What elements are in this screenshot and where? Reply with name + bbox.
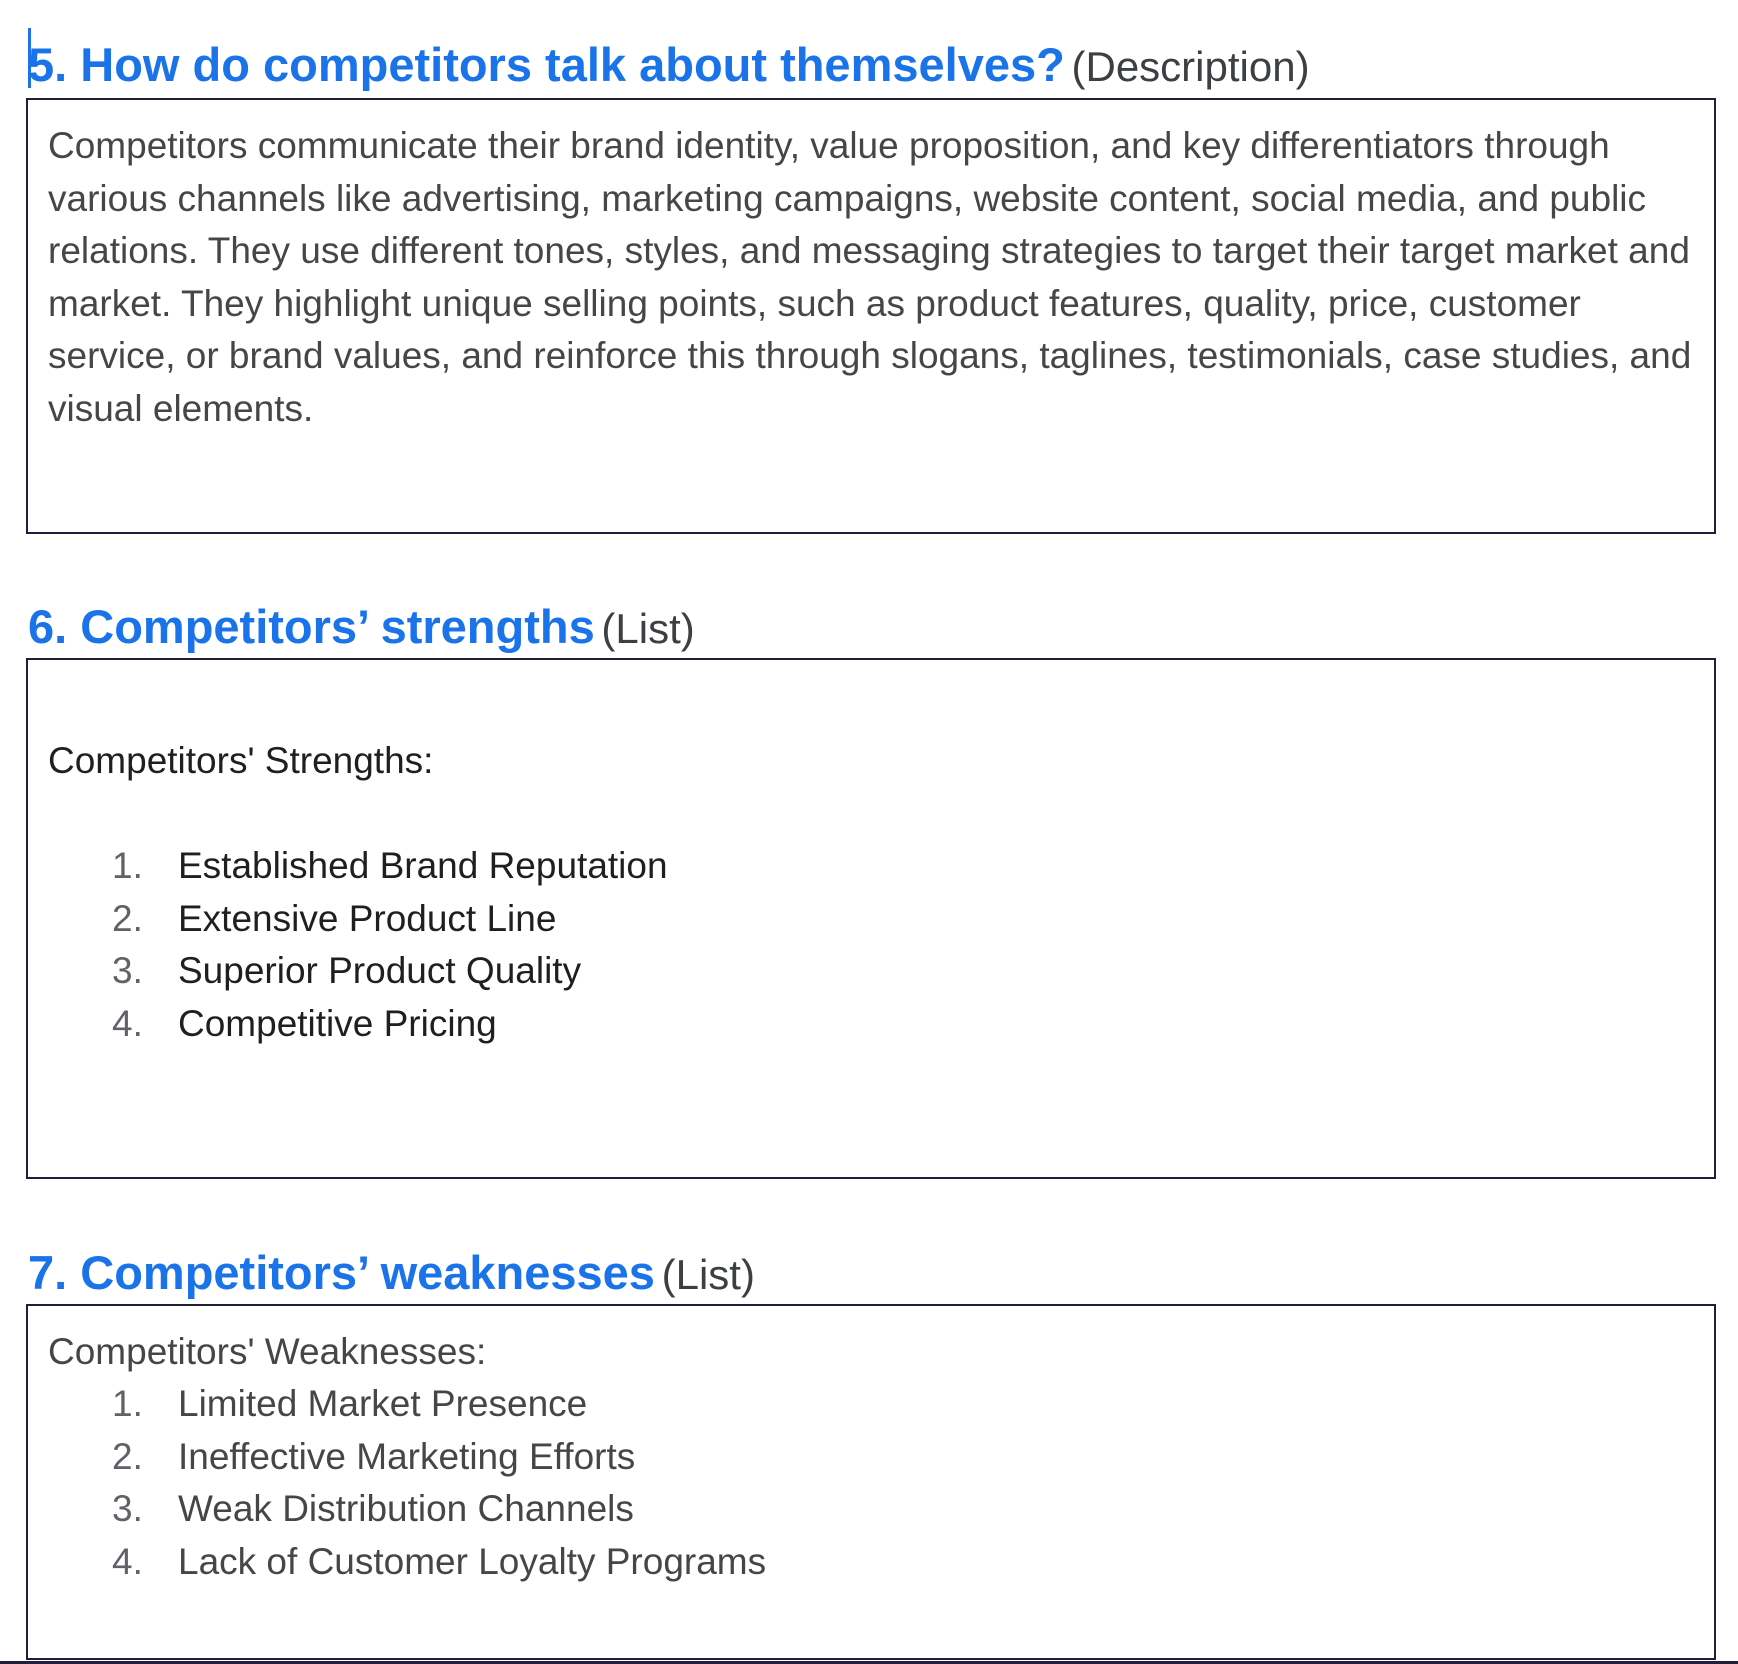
- section-6-heading: 6. Competitors’ strengths (List): [28, 603, 695, 650]
- section-5-title: 5. How do competitors talk about themsel…: [28, 38, 1065, 91]
- page-bottom-rule: [0, 1661, 1738, 1664]
- list-item-number: 4.: [112, 1002, 143, 1044]
- section-7-heading: 7. Competitors’ weaknesses (List): [28, 1249, 755, 1296]
- list-item-text: Lack of Customer Loyalty Programs: [178, 1540, 767, 1582]
- section-5-heading: 5. How do competitors talk about themsel…: [28, 41, 1310, 88]
- list-item-text: Superior Product Quality: [178, 950, 582, 991]
- section-7-type-label: (List): [661, 1251, 755, 1298]
- list-item-text: Competitive Pricing: [178, 1002, 497, 1044]
- list-item-number: 4.: [112, 1540, 143, 1582]
- list-item-number: 1.: [112, 1383, 143, 1424]
- section-6-type-label: (List): [601, 605, 695, 652]
- list-item-text: Established Brand Reputation: [178, 845, 668, 886]
- list-item-number: 2.: [112, 897, 143, 939]
- section-6-answer-box[interactable]: Competitors' Strengths: 1. Established B…: [26, 658, 1716, 1179]
- weaknesses-list-label: Competitors' Weaknesses:: [48, 1331, 487, 1372]
- section-5-description: Competitors communicate their brand iden…: [48, 125, 1692, 429]
- section-6-title: 6. Competitors’ strengths: [28, 600, 595, 653]
- section-7-answer-box[interactable]: Competitors' Weaknesses: 1. Limited Mark…: [26, 1304, 1716, 1660]
- list-item-text: Extensive Product Line: [178, 897, 557, 939]
- list-item-number: 3.: [112, 950, 143, 991]
- list-item-number: 1.: [112, 845, 143, 886]
- list-item-number: 2.: [112, 1435, 143, 1477]
- section-5-answer-box[interactable]: Competitors communicate their brand iden…: [26, 98, 1716, 534]
- list-item-text: Weak Distribution Channels: [178, 1488, 634, 1529]
- text-cursor: [28, 28, 31, 88]
- section-7-title: 7. Competitors’ weaknesses: [28, 1246, 655, 1299]
- list-item-text: Limited Market Presence: [178, 1383, 588, 1424]
- list-item-text: Ineffective Marketing Efforts: [178, 1435, 636, 1477]
- list-item-number: 3.: [112, 1488, 143, 1529]
- strengths-list-label: Competitors' Strengths:: [48, 740, 434, 781]
- section-5-type-label: (Description): [1071, 43, 1310, 90]
